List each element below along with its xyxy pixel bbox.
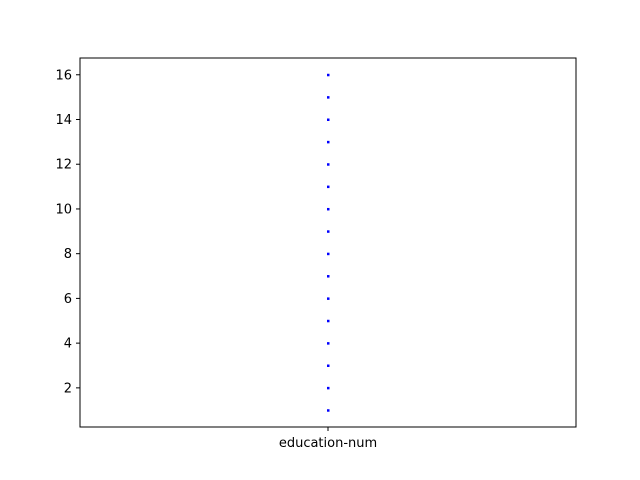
y-tick-label: 2 bbox=[64, 381, 72, 396]
data-point bbox=[327, 207, 330, 211]
y-tick-label: 6 bbox=[64, 292, 72, 307]
data-point bbox=[327, 275, 330, 278]
data-point bbox=[327, 409, 330, 412]
y-tick-label: 12 bbox=[55, 158, 72, 173]
data-points bbox=[327, 73, 330, 412]
y-tick-label: 14 bbox=[55, 113, 72, 128]
data-point bbox=[327, 252, 330, 256]
y-tick-label: 10 bbox=[55, 202, 72, 217]
data-point bbox=[327, 163, 330, 166]
data-point bbox=[327, 73, 330, 77]
y-tick-label: 8 bbox=[64, 247, 72, 262]
data-point bbox=[327, 230, 330, 233]
data-point bbox=[327, 96, 330, 99]
data-point bbox=[327, 185, 330, 189]
y-tick-label: 16 bbox=[55, 68, 72, 83]
plot-area bbox=[79, 57, 577, 428]
data-point bbox=[327, 140, 330, 144]
y-tick-label: 4 bbox=[64, 337, 72, 352]
data-point bbox=[327, 342, 330, 345]
x-category-label: education-num bbox=[279, 436, 377, 451]
y-axis: 2 4 6 8 10 12 14 16 bbox=[55, 68, 80, 396]
data-point bbox=[327, 319, 330, 323]
data-point bbox=[327, 364, 330, 367]
data-point bbox=[327, 386, 330, 390]
data-point bbox=[327, 297, 330, 300]
data-point bbox=[327, 118, 330, 121]
x-axis: education-num bbox=[279, 427, 377, 451]
